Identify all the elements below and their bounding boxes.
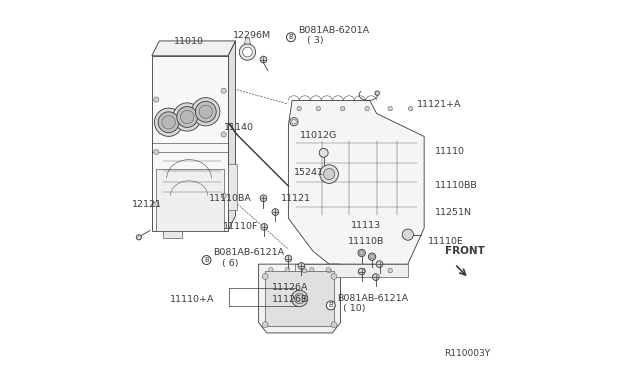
Text: 15241: 15241: [294, 168, 324, 177]
Circle shape: [260, 56, 267, 63]
Circle shape: [180, 110, 194, 124]
Circle shape: [158, 112, 179, 133]
Circle shape: [221, 88, 227, 93]
Text: 11110BB: 11110BB: [435, 181, 478, 190]
Circle shape: [361, 269, 365, 273]
Circle shape: [173, 103, 202, 131]
Circle shape: [269, 267, 273, 272]
Circle shape: [154, 97, 159, 102]
Text: B: B: [204, 257, 209, 263]
Polygon shape: [259, 264, 340, 333]
Text: 11110+A: 11110+A: [170, 295, 214, 304]
Circle shape: [272, 209, 278, 215]
Polygon shape: [228, 164, 237, 210]
Circle shape: [195, 101, 216, 122]
Text: 11113: 11113: [351, 221, 381, 230]
Circle shape: [408, 106, 413, 111]
Circle shape: [199, 105, 212, 118]
Text: 11121+A: 11121+A: [417, 100, 461, 109]
Circle shape: [298, 263, 305, 269]
Circle shape: [154, 108, 183, 137]
Circle shape: [376, 261, 383, 267]
Polygon shape: [289, 100, 424, 264]
Circle shape: [260, 195, 267, 202]
Text: B081AB-6121A
  ( 10): B081AB-6121A ( 10): [337, 294, 408, 313]
Circle shape: [310, 267, 314, 272]
Text: FRONT: FRONT: [445, 246, 485, 256]
Text: 11126A: 11126A: [271, 283, 308, 292]
Text: 11110F: 11110F: [223, 222, 259, 231]
Polygon shape: [266, 271, 334, 326]
Text: B: B: [289, 34, 293, 40]
Circle shape: [262, 273, 268, 279]
Polygon shape: [152, 56, 228, 231]
Circle shape: [388, 106, 392, 111]
Circle shape: [290, 118, 298, 126]
Circle shape: [162, 116, 175, 129]
Polygon shape: [152, 41, 236, 56]
Circle shape: [320, 165, 339, 183]
Circle shape: [326, 267, 330, 272]
Circle shape: [292, 119, 296, 124]
Circle shape: [177, 106, 198, 128]
Polygon shape: [228, 41, 236, 231]
Circle shape: [221, 132, 227, 137]
Circle shape: [327, 269, 332, 273]
Polygon shape: [295, 264, 408, 277]
Circle shape: [331, 273, 337, 279]
Circle shape: [154, 149, 159, 155]
Circle shape: [375, 91, 380, 95]
Text: 11110E: 11110E: [428, 237, 464, 246]
Text: B081AB-6201A
   ( 3): B081AB-6201A ( 3): [298, 26, 369, 45]
Circle shape: [370, 254, 374, 259]
Circle shape: [365, 106, 369, 111]
Circle shape: [294, 293, 305, 304]
Circle shape: [372, 274, 379, 280]
Circle shape: [287, 33, 296, 42]
Circle shape: [319, 148, 328, 157]
Circle shape: [369, 253, 376, 260]
Text: 11110B: 11110B: [348, 237, 384, 246]
Circle shape: [154, 202, 159, 207]
Text: 12121: 12121: [132, 200, 162, 209]
Circle shape: [285, 267, 289, 272]
Text: 11110BA: 11110BA: [209, 194, 252, 203]
Circle shape: [358, 249, 365, 257]
Circle shape: [331, 322, 337, 328]
Circle shape: [316, 106, 321, 111]
Text: 11251N: 11251N: [435, 208, 472, 217]
Text: B: B: [328, 302, 333, 308]
Circle shape: [297, 106, 301, 111]
Circle shape: [360, 251, 364, 255]
Circle shape: [388, 269, 392, 273]
Text: 11126B: 11126B: [271, 295, 308, 304]
Circle shape: [243, 47, 252, 57]
Circle shape: [340, 106, 345, 111]
Polygon shape: [156, 170, 225, 231]
Text: R110003Y: R110003Y: [444, 349, 490, 358]
Circle shape: [403, 229, 413, 240]
Polygon shape: [163, 231, 182, 238]
Text: B081AB-6121A
   ( 6): B081AB-6121A ( 6): [213, 248, 284, 268]
Text: 11140: 11140: [224, 124, 254, 132]
Circle shape: [221, 193, 227, 198]
Circle shape: [326, 301, 335, 310]
Circle shape: [191, 97, 220, 126]
Text: 11010: 11010: [174, 37, 204, 46]
Circle shape: [303, 269, 307, 273]
Circle shape: [358, 268, 365, 275]
Circle shape: [324, 169, 335, 180]
Text: 12296M: 12296M: [233, 31, 271, 40]
Circle shape: [285, 255, 292, 262]
Polygon shape: [244, 38, 250, 44]
Circle shape: [291, 290, 308, 307]
Circle shape: [262, 322, 268, 328]
Circle shape: [239, 44, 255, 60]
Text: 11121: 11121: [280, 194, 310, 203]
Circle shape: [202, 256, 211, 264]
Text: 11012G: 11012G: [300, 131, 337, 140]
Text: 11110: 11110: [435, 147, 465, 155]
Circle shape: [261, 224, 268, 230]
Circle shape: [136, 235, 141, 240]
